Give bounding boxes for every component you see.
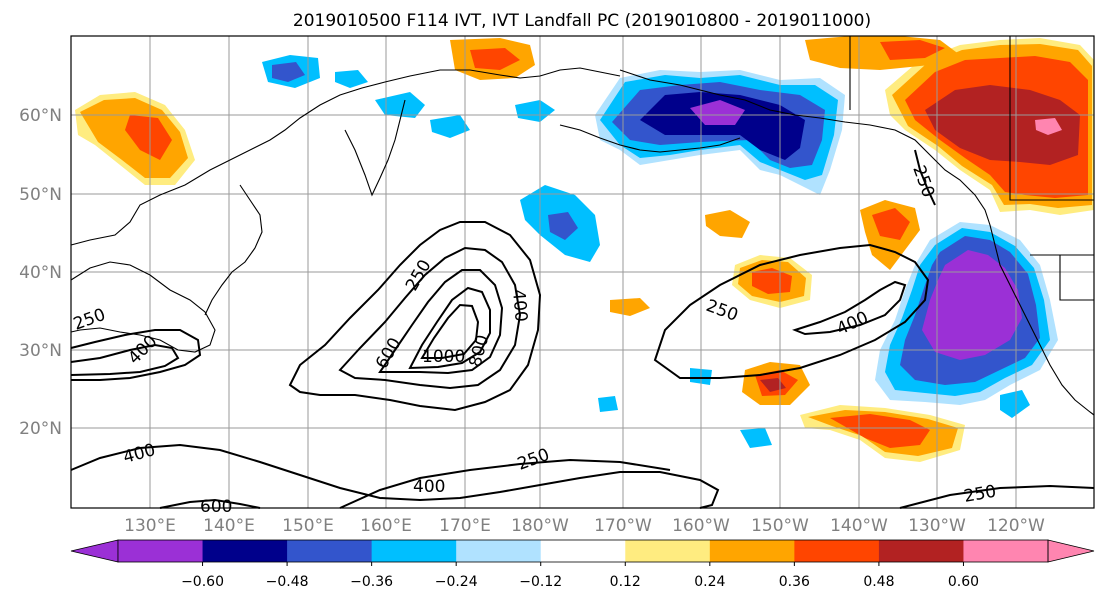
shade-pos-bc-5 (1035, 118, 1062, 135)
coast-canada-border (849, 36, 1094, 301)
colorbar-segment (878, 540, 964, 562)
longitude-label: 150°W (751, 516, 809, 536)
shade-pos-top-2 (880, 40, 945, 60)
contour-400-west (70, 343, 180, 376)
longitude-label: 170°E (439, 516, 491, 536)
shade-pos-bc-4 (925, 85, 1080, 165)
longitude-label: 140°W (830, 516, 888, 536)
latitude-labels: 60°N 50°N 40°N 30°N 20°N (19, 106, 62, 439)
contour-250-bc (914, 149, 936, 206)
contour-250-south (339, 458, 671, 509)
colorbar-tick-label: 0.48 (863, 574, 894, 590)
contour-250-se (899, 484, 1095, 509)
shade-pos-mid-7 (610, 298, 650, 316)
map-frame (70, 35, 1095, 509)
colorbar-segment (287, 540, 373, 562)
shade-neg-small-8 (1000, 390, 1030, 418)
colorbar-tick-label: 0.24 (694, 574, 725, 590)
shade-neg-small-5 (430, 115, 470, 138)
latitude-label: 20°N (19, 419, 62, 439)
shade-pos-n-2 (470, 48, 520, 70)
longitude-label: 130°W (908, 516, 966, 536)
colorbar-segment (540, 540, 626, 562)
longitude-label: 170°W (594, 516, 652, 536)
longitude-label: 160°E (360, 516, 412, 536)
contour-label: 400 (508, 289, 531, 323)
contour-250-east (653, 243, 930, 379)
shade-neg-small-4 (375, 92, 425, 118)
shade-pos-mid-6 (872, 208, 910, 240)
coast-kamchatka (344, 99, 406, 197)
contour-400-south (70, 443, 720, 509)
colorbar-tick-label: −0.36 (350, 574, 393, 590)
ivt-landfall-pc-shading (75, 36, 1094, 462)
colorbar-tick-label: 0.36 (779, 574, 810, 590)
shade-neg-small-2 (272, 62, 305, 82)
longitude-label: 120°W (987, 516, 1045, 536)
contour-250-west (70, 329, 202, 381)
shade-neg-bering-5 (690, 100, 745, 125)
shade-neg-small-3 (335, 70, 368, 88)
colorbar-extend-min (70, 539, 119, 563)
colorbar-segment (456, 540, 542, 562)
colorbar-segment (625, 540, 711, 562)
longitude-label: 130°E (124, 516, 176, 536)
colorbar-segment (963, 540, 1049, 562)
longitude-label: 160°W (672, 516, 730, 536)
colorbar-tick-label: −0.48 (266, 574, 309, 590)
latitude-label: 60°N (19, 106, 62, 126)
latitude-label: 30°N (19, 341, 62, 361)
contour-800-central (408, 286, 491, 370)
coastlines (70, 36, 1095, 416)
shade-pos-nw-3 (125, 115, 172, 160)
shade-neg-small-6 (515, 100, 555, 122)
contour-600-south (159, 498, 261, 509)
longitude-label: 140°E (203, 516, 255, 536)
latitude-label: 40°N (19, 263, 62, 283)
contour-600-central (378, 269, 504, 375)
longitude-label: 180°W (511, 516, 569, 536)
coast-aleutians (559, 124, 741, 153)
colorbar-segment (118, 540, 204, 562)
contour-label: 600 (200, 497, 232, 517)
colorbar-tick-label: 0.12 (610, 574, 641, 590)
shade-pos-mid-13 (830, 414, 930, 448)
colorbar-segment (709, 540, 795, 562)
contour-400-east (792, 280, 907, 336)
contour-label: 400 (413, 477, 445, 497)
colorbar-segment (202, 540, 288, 562)
contour-label: 1000 (422, 347, 465, 367)
ivt-contours (70, 149, 1095, 509)
colorbar-segment (371, 540, 457, 562)
colorbar-outline (117, 539, 1049, 563)
coast-japan (204, 184, 263, 316)
contour-250-central (288, 221, 542, 412)
colorbar-tick-label: −0.60 (181, 574, 224, 590)
longitude-labels: 130°E 140°E 150°E 160°E 170°E 180°W 170°W 160°W… (124, 516, 1045, 536)
latitude-label: 50°N (19, 185, 62, 205)
graticule (71, 36, 1094, 508)
colorbar-tick-label: −0.12 (519, 574, 562, 590)
shade-pos-mid-3 (752, 268, 792, 294)
contour-1000-central (420, 303, 480, 359)
figure-title: 2019010500 F114 IVT, IVT Landfall PC (20… (293, 11, 871, 31)
shade-neg-small-7 (740, 428, 772, 448)
coast-alaska (619, 69, 1095, 416)
colorbar: −0.60 −0.48 −0.36 −0.24 −0.12 0.12 0.24 0.36 0.4… (70, 539, 1095, 590)
shade-pos-mid-4 (705, 210, 750, 238)
shade-neg-bering-4 (640, 92, 805, 160)
colorbar-tick-label: 0.60 (948, 574, 979, 590)
colorbar-extend-max (1047, 539, 1095, 563)
shade-neg-small-10 (598, 396, 618, 412)
contour-400-central (338, 246, 522, 390)
coast-asia (70, 67, 621, 353)
shade-neg-streak-inner (548, 212, 578, 240)
colorbar-segment (794, 540, 880, 562)
longitude-label: 150°E (282, 516, 334, 536)
colorbar-tick-label: −0.24 (435, 574, 478, 590)
shade-neg-cal-5 (922, 250, 1022, 360)
